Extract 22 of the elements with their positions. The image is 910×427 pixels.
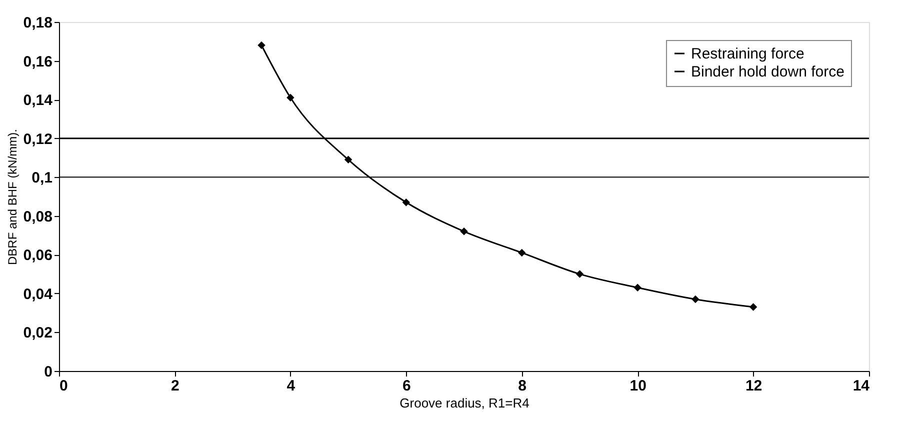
y-axis-title: DBRF and BHF (kN/mm). <box>5 128 20 266</box>
y-tick-label: 0,12 <box>23 130 52 148</box>
y-tick-label: 0,04 <box>23 286 54 303</box>
y-tick-label: 0,1 <box>32 170 52 187</box>
x-tick-label: 6 <box>402 378 411 394</box>
x-tick-label: 4 <box>286 378 296 394</box>
x-axis-title: Groove radius, R1=R4 <box>400 396 530 410</box>
x-tick-label: 0 <box>60 378 68 394</box>
x-tick-label: 14 <box>852 378 870 394</box>
y-tick-label: 0,18 <box>23 14 52 32</box>
y-tick-label: 0,14 <box>23 92 54 110</box>
y-tick-label: 0 <box>44 364 52 380</box>
y-tick-label: 0,16 <box>23 53 52 70</box>
x-tick-label: 12 <box>745 378 762 394</box>
y-tick-label: 0,06 <box>23 247 52 264</box>
y-tick-label: 0,02 <box>23 324 52 342</box>
x-tick-label: 10 <box>630 378 646 394</box>
x-tick-label: 8 <box>518 378 527 394</box>
y-tick-label: 0,08 <box>23 208 52 226</box>
x-tick-label: 2 <box>171 378 180 394</box>
legend-label: Restraining force <box>691 46 804 62</box>
legend-label: Binder hold down force <box>691 64 844 80</box>
